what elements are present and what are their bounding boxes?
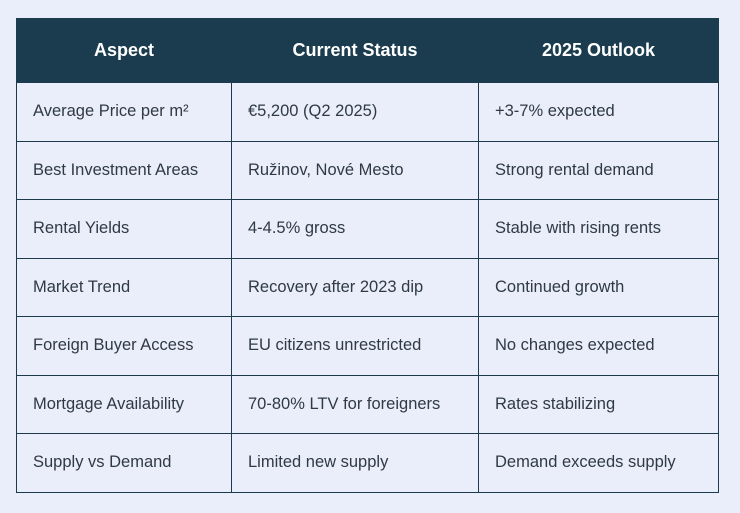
cell-current-status: Recovery after 2023 dip [231, 257, 479, 317]
cell-aspect: Rental Yields [16, 199, 232, 259]
cell-outlook: Rates stabilizing [478, 374, 719, 434]
cell-current-status: Ružinov, Nové Mesto [231, 140, 479, 200]
table-row: Mortgage Availability 70-80% LTV for for… [16, 374, 719, 434]
cell-current-status: 4-4.5% gross [231, 199, 479, 259]
table-row: Foreign Buyer Access EU citizens unrestr… [16, 316, 719, 376]
cell-aspect: Average Price per m² [16, 82, 232, 142]
cell-outlook: No changes expected [478, 316, 719, 376]
table-row: Best Investment Areas Ružinov, Nové Mest… [16, 140, 719, 200]
table-row: Rental Yields 4-4.5% gross Stable with r… [16, 199, 719, 259]
table-row: Market Trend Recovery after 2023 dip Con… [16, 257, 719, 317]
cell-outlook: Demand exceeds supply [478, 433, 719, 493]
table-row: Supply vs Demand Limited new supply Dema… [16, 433, 719, 493]
header-aspect: Aspect [16, 18, 232, 83]
cell-aspect: Market Trend [16, 257, 232, 317]
table-row: Average Price per m² €5,200 (Q2 2025) +3… [16, 82, 719, 142]
cell-current-status: EU citizens unrestricted [231, 316, 479, 376]
cell-current-status: 70-80% LTV for foreigners [231, 374, 479, 434]
cell-outlook: Continued growth [478, 257, 719, 317]
cell-aspect: Supply vs Demand [16, 433, 232, 493]
cell-current-status: €5,200 (Q2 2025) [231, 82, 479, 142]
cell-outlook: Stable with rising rents [478, 199, 719, 259]
table-header-row: Aspect Current Status 2025 Outlook [16, 18, 719, 83]
cell-outlook: +3-7% expected [478, 82, 719, 142]
market-comparison-table: Aspect Current Status 2025 Outlook Avera… [16, 18, 719, 493]
cell-aspect: Best Investment Areas [16, 140, 232, 200]
header-current-status: Current Status [231, 18, 479, 83]
cell-aspect: Foreign Buyer Access [16, 316, 232, 376]
cell-aspect: Mortgage Availability [16, 374, 232, 434]
market-table-container: Aspect Current Status 2025 Outlook Avera… [16, 18, 719, 493]
cell-current-status: Limited new supply [231, 433, 479, 493]
cell-outlook: Strong rental demand [478, 140, 719, 200]
header-2025-outlook: 2025 Outlook [478, 18, 719, 83]
